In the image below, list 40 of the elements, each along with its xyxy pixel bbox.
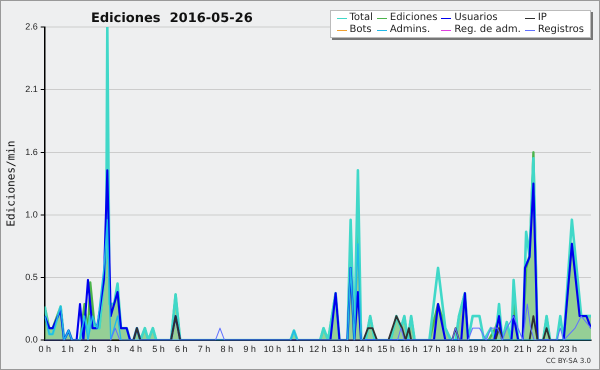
chart-title: Ediciones 2016-05-26: [91, 11, 253, 26]
x-tick-label: 3 h: [106, 344, 120, 354]
x-tick-label: 4 h: [130, 344, 142, 354]
legend-label: Ediciones: [388, 12, 438, 24]
legend-label: Usuarios: [453, 12, 499, 24]
x-tick-label: 15 h: [377, 344, 395, 354]
x-tick-label: 21 h: [514, 344, 532, 354]
y-tick-label: 2.6: [25, 21, 38, 32]
y-tick-label: 0.5: [25, 272, 38, 282]
x-tick-label: 2 h: [84, 344, 96, 354]
y-tick-label: 1.6: [25, 146, 38, 157]
legend-label: Admins.: [388, 24, 432, 36]
x-tick-label: 1 h: [61, 344, 74, 354]
y-tick-label: 1.0: [25, 209, 38, 220]
x-tick-label: 13 h: [332, 344, 350, 354]
x-tick-label: 20 h: [491, 344, 509, 354]
x-tick-label: 23 h: [559, 344, 578, 354]
x-tick-label: 14 h: [354, 344, 372, 354]
y-tick-label: 0.0: [25, 334, 38, 345]
x-tick-label: 22 h: [536, 344, 554, 354]
x-tick-label: 9 h: [243, 344, 256, 354]
x-tick-label: 12 h: [309, 344, 327, 354]
x-tick-label: 8 h: [220, 344, 234, 354]
y-axis-title: Ediciones/min: [4, 140, 18, 227]
x-tick-label: 19 h: [468, 344, 486, 354]
x-tick-label: 5 h: [152, 344, 165, 354]
x-tick-label: 7 h: [198, 344, 210, 354]
x-tick-label: 6 h: [175, 344, 188, 354]
y-tick-label: 2.1: [25, 84, 38, 94]
x-tick-label: 18 h: [446, 344, 464, 354]
x-tick-label: 11 h: [286, 344, 304, 354]
x-tick-label: 10 h: [264, 344, 282, 354]
legend-label: Reg. de adm.: [453, 24, 521, 36]
x-tick-label: 0 h: [38, 344, 51, 354]
x-tick-label: 17 h: [422, 344, 440, 354]
legend-label: IP: [536, 12, 548, 24]
legend-label: Bots: [348, 24, 373, 36]
legend-label: Total: [348, 12, 373, 24]
legend-label: Registros: [536, 24, 584, 36]
x-tick-label: 16 h: [400, 344, 418, 354]
